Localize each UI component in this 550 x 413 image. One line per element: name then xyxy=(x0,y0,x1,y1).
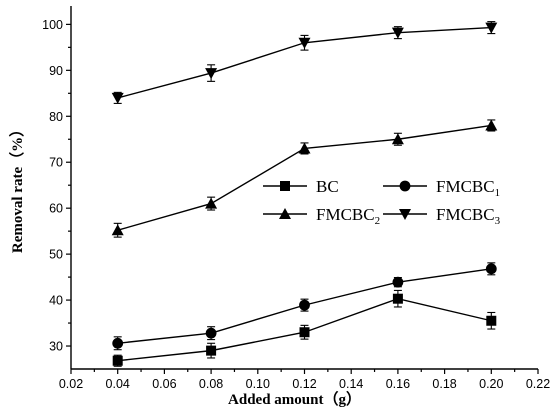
x-tick-label: 0.06 xyxy=(152,377,176,391)
y-tick-label: 100 xyxy=(42,18,63,32)
x-tick-label: 0.02 xyxy=(59,377,83,391)
y-tick-label: 70 xyxy=(49,156,63,170)
series-FMCBC2 xyxy=(111,119,498,238)
x-axis-ticks: 0.02 0.04 0.06 0.08 0.10 0.12 0.14 0.16 0.18 0.20… xyxy=(59,369,550,391)
x-tick-label: 0.12 xyxy=(292,377,316,391)
legend-label: FMCBC1 xyxy=(436,177,500,199)
data-point xyxy=(391,27,404,39)
legend-marker xyxy=(399,180,411,192)
series-FMCBC3 xyxy=(111,21,498,104)
data-point xyxy=(205,197,218,209)
legend-marker xyxy=(280,181,290,191)
legend-label-subscript: 2 xyxy=(375,215,381,227)
data-point xyxy=(298,142,311,154)
y-axis-ticks: 30 40 50 60 70 80 90 100 xyxy=(42,18,71,354)
series-FMCBC1 xyxy=(112,262,497,351)
data-point xyxy=(111,224,124,236)
y-tick-label: 30 xyxy=(49,340,63,354)
y-tick-label: 60 xyxy=(49,202,63,216)
legend-label-main: FMCBC xyxy=(436,205,495,224)
data-point xyxy=(485,119,498,131)
x-tick-label: 0.10 xyxy=(246,377,270,391)
legend-label-main: FMCBC xyxy=(436,177,495,196)
data-point xyxy=(392,276,404,288)
data-point xyxy=(299,327,310,338)
data-point xyxy=(111,92,124,104)
legend-item: FMCBC1 xyxy=(383,177,500,199)
legend-label-subscript: 3 xyxy=(495,215,501,227)
y-tick-label: 50 xyxy=(49,248,63,262)
data-point xyxy=(485,263,497,275)
data-point xyxy=(205,327,217,339)
series-BC xyxy=(112,289,497,367)
legend-item: FMCBC3 xyxy=(383,205,501,227)
x-tick-label: 0.08 xyxy=(199,377,223,391)
x-tick-label: 0.20 xyxy=(479,377,503,391)
x-tick-label: 0.22 xyxy=(526,377,550,391)
data-point xyxy=(112,355,123,366)
data-point xyxy=(392,293,403,304)
data-point xyxy=(205,68,218,80)
data-point xyxy=(485,22,498,34)
x-tick-label: 0.16 xyxy=(386,377,410,391)
x-tick-label: 0.18 xyxy=(432,377,456,391)
legend-label: BC xyxy=(316,177,339,196)
x-tick-label: 0.14 xyxy=(339,377,363,391)
data-point xyxy=(206,345,217,356)
data-point xyxy=(391,133,404,145)
data-point xyxy=(112,337,124,349)
legend-label: FMCBC3 xyxy=(436,205,501,227)
legend-label-subscript: 1 xyxy=(495,187,501,199)
x-tick-label: 0.04 xyxy=(106,377,130,391)
legend-item: FMCBC2 xyxy=(263,205,380,227)
y-axis-label: Removal rate（%） xyxy=(8,122,26,253)
data-point xyxy=(486,315,497,326)
legend-label-main: BC xyxy=(316,177,339,196)
legend-marker xyxy=(399,209,411,220)
legend-item: BC xyxy=(263,177,339,196)
legend-label: FMCBC2 xyxy=(316,205,380,227)
legend-marker xyxy=(279,208,291,219)
legend-label-main: FMCBC xyxy=(316,205,375,224)
y-tick-label: 90 xyxy=(49,64,63,78)
x-axis-label: Added amount（g） xyxy=(228,390,361,408)
y-tick-label: 40 xyxy=(49,294,63,308)
series-layer xyxy=(111,21,498,367)
y-tick-label: 80 xyxy=(49,110,63,124)
data-point xyxy=(298,37,311,49)
data-point xyxy=(299,299,310,311)
